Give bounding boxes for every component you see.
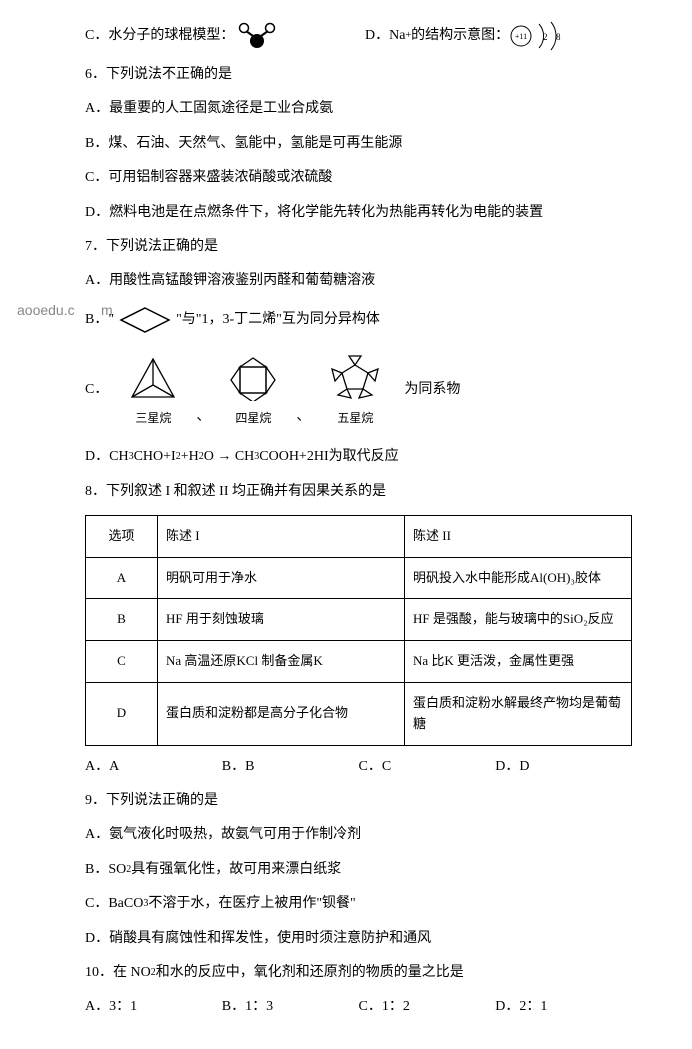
q7-b-post: "与"1，3-丁二烯"互为同分异构体 — [176, 309, 380, 331]
shape-label-3: 五星烷 — [328, 409, 382, 428]
q7-c-pre: C． — [85, 379, 108, 401]
table-row: A 明矾可用于净水 明矾投入水中能形成Al(OH)₃胶体 — [86, 557, 632, 599]
q9-d: D．硝酸具有腐蚀性和挥发性，使用时须注意防护和通风 — [85, 928, 632, 950]
exam-page: C．水分子的球棍模型： D．Na+的结构示意图： +11 2 8 6．下列说法不… — [0, 0, 692, 1049]
q9-c: C．BaCO3不溶于水，在医疗上被用作"钡餐" — [85, 893, 632, 915]
watermark-b: m — [101, 299, 113, 321]
table-row: D 蛋白质和淀粉都是高分子化合物 蛋白质和淀粉水解最终产物均是葡萄糖 — [86, 683, 632, 746]
q8-ans-b: B．B — [222, 756, 359, 778]
na-atom-icon: +11 2 8 — [509, 20, 571, 52]
sep-2: 、 — [296, 406, 310, 428]
table-row: C Na 高温还原KCl 制备金属K Na 比K 更活泼，金属性更强 — [86, 641, 632, 683]
q8-stem: 8．下列叙述 I 和叙述 II 均正确并有因果关系的是 — [85, 481, 632, 503]
q9-a: A．氨气液化时吸热，故氨气可用于作制冷剂 — [85, 824, 632, 846]
q6-a: A．最重要的人工固氮途径是工业合成氨 — [85, 98, 632, 120]
q8-ans-d: D．D — [495, 756, 632, 778]
q8-ans-c: C．C — [359, 756, 496, 778]
shape-fourstar: 四星烷 — [228, 355, 278, 428]
th-option: 选项 — [86, 515, 158, 557]
q8-ans-a: A．A — [85, 756, 222, 778]
q7-stem: 7．下列说法正确的是 — [85, 236, 632, 258]
q7-d-pre: D．CH — [85, 446, 129, 468]
sep-1: 、 — [196, 406, 210, 428]
q10-ans-a: A．3：1 — [85, 996, 222, 1018]
shape-label-1: 三星烷 — [128, 409, 178, 428]
table-header-row: 选项 陈述 I 陈述 II — [86, 515, 632, 557]
water-molecule-icon — [234, 21, 280, 51]
q6-c: C．可用铝制容器来盛装浓硝酸或浓硫酸 — [85, 167, 632, 189]
q7-d: D．CH3CHO+I2+H2O → CH3COOH+2HI为取代反应 — [85, 446, 632, 468]
q7-b: aooedu.c B．" m "与"1，3-丁二烯"互为同分异构体 — [85, 305, 632, 335]
option-c: C．水分子的球棍模型： — [85, 21, 365, 51]
svg-text:+11: +11 — [515, 32, 527, 41]
svg-text:8: 8 — [556, 32, 561, 42]
option-d-post: 的结构示意图： — [411, 25, 509, 47]
q9-stem: 9．下列说法正确的是 — [85, 790, 632, 812]
th-stmt2: 陈述 II — [405, 515, 632, 557]
question-option-cd: C．水分子的球棍模型： D．Na+的结构示意图： +11 2 8 — [85, 20, 632, 52]
table-row: B HF 用于刻蚀玻璃 HF 是强酸，能与玻璃中的SiO₂反应 — [86, 599, 632, 641]
q7-c-post: 为同系物 — [404, 379, 460, 401]
shape-tristar: 三星烷 — [128, 355, 178, 428]
shapes-row: 三星烷 、 四星烷 、 — [128, 353, 460, 428]
q10-ans-d: D．2：1 — [495, 996, 632, 1018]
option-c-text: C．水分子的球棍模型： — [85, 25, 234, 47]
q6-d: D．燃料电池是在点燃条件下，将化学能先转化为热能再转化为电能的装置 — [85, 202, 632, 224]
th-stmt1: 陈述 I — [158, 515, 405, 557]
shape-label-2: 四星烷 — [228, 409, 278, 428]
q8-table: 选项 陈述 I 陈述 II A 明矾可用于净水 明矾投入水中能形成Al(OH)₃… — [85, 515, 632, 746]
q6-stem: 6．下列说法不正确的是 — [85, 64, 632, 86]
diamond-icon — [118, 305, 172, 335]
svg-text:2: 2 — [543, 32, 548, 42]
option-d: D．Na+的结构示意图： +11 2 8 — [365, 20, 571, 52]
q6-b: B．煤、石油、天然气、氢能中，氢能是可再生能源 — [85, 133, 632, 155]
shape-fivestar: 五星烷 — [328, 353, 382, 428]
q10-stem: 10．在 NO2和水的反应中，氧化剂和还原剂的物质的量之比是 — [85, 962, 632, 984]
q7-a: A．用酸性高锰酸钾溶液鉴别丙醛和葡萄糖溶液 — [85, 270, 632, 292]
q10-answers: A．3：1 B．1：3 C．1：2 D．2：1 — [85, 996, 632, 1018]
q10-ans-c: C．1：2 — [359, 996, 496, 1018]
q10-ans-b: B．1：3 — [222, 996, 359, 1018]
q8-answers: A．A B．B C．C D．D — [85, 756, 632, 778]
option-d-pre: D．Na — [365, 25, 405, 47]
q9-b: B．SO2具有强氧化性，故可用来漂白纸浆 — [85, 859, 632, 881]
q7-c: C． 三星烷 、 四星烷 — [85, 347, 632, 434]
watermark-a: aooedu.c — [17, 299, 75, 321]
